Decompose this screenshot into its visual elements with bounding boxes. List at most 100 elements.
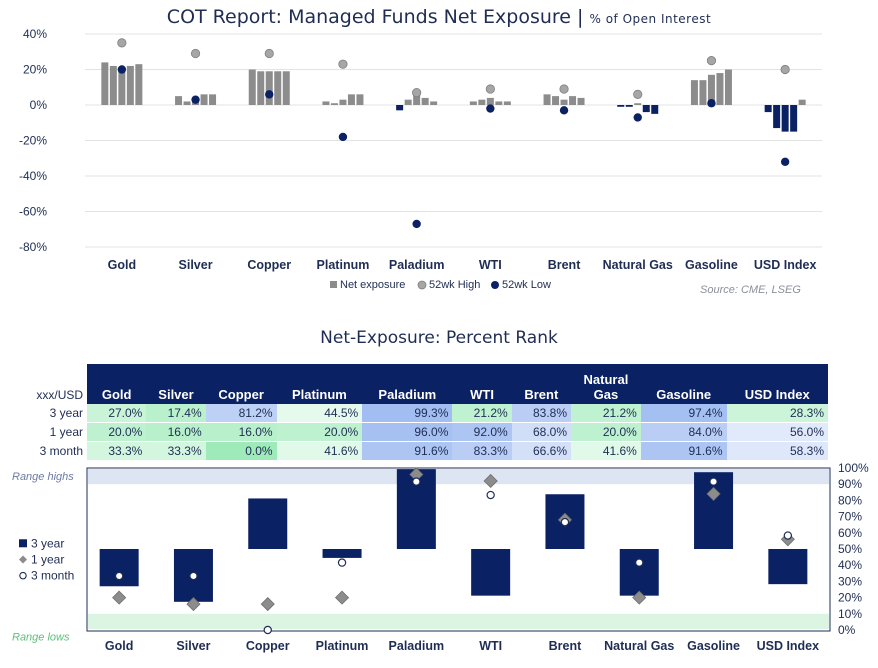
category-label-paladium: Paladium — [389, 639, 445, 653]
52wk-high-point — [338, 59, 348, 69]
range-highs-label: Range highs — [12, 471, 74, 483]
52wk-low-point — [117, 65, 127, 74]
net-exposure-bar — [109, 65, 117, 105]
top-chart-title: COT Report: Managed Funds Net Exposure |… — [0, 6, 878, 28]
y-tick-label: 60% — [838, 526, 862, 540]
3-month-marker — [263, 625, 272, 635]
range-highs-band — [88, 469, 829, 485]
net-exposure-bar — [764, 105, 772, 113]
table-cell: 92.0% — [452, 422, 512, 442]
legend-net-exposure-swatch — [330, 281, 337, 288]
3-month-marker — [560, 517, 570, 527]
y-tick-label: 80% — [838, 493, 862, 507]
table-cell: 91.6% — [362, 441, 453, 461]
net-exposure-bar — [798, 99, 806, 105]
table-corner-label: xxx/USD — [8, 364, 88, 404]
1-year-marker — [483, 473, 498, 489]
column-header-wti: WTI — [452, 364, 512, 404]
net-exposure-bar — [625, 105, 633, 107]
percent-rank-table: xxx/USD Gold Silver Copper Platinum Paladium… — [8, 364, 828, 461]
column-header-silver: Silver — [146, 364, 206, 404]
52wk-low-point — [559, 106, 569, 115]
net-exposure-bar — [347, 94, 355, 105]
net-exposure-bar — [339, 99, 347, 105]
category-label-gold: Gold — [105, 639, 133, 653]
3-month-marker — [412, 477, 421, 486]
y-tick-label: 100% — [838, 462, 869, 475]
52wk-high-point — [706, 56, 717, 66]
bottom-chart-title: Net-Exposure: Percent Rank — [320, 328, 558, 348]
3-month-marker — [337, 558, 347, 567]
column-header-platinum: Platinum — [276, 364, 363, 404]
y-tick-label: -60% — [19, 205, 47, 219]
table-cell: 20.0% — [276, 422, 363, 442]
net-exposure-bar — [790, 105, 798, 132]
table-cell: 41.6% — [571, 441, 641, 461]
legend-3-year-swatch — [19, 539, 27, 548]
table-header-row: xxx/USD Gold Silver Copper Platinum Paladium… — [8, 364, 828, 404]
net-exposure-bar — [577, 97, 585, 105]
net-exposure-bar — [503, 101, 511, 105]
legend-52wk-low-marker — [491, 281, 499, 289]
52wk-high-point — [559, 84, 569, 94]
table-cell: 41.6% — [276, 441, 363, 461]
row-label: 1 year — [8, 422, 88, 442]
net-exposure-bar — [486, 97, 494, 105]
3-year-bar — [619, 549, 659, 596]
net-exposure-bar — [118, 67, 126, 105]
category-label-silver: Silver — [179, 258, 213, 272]
category-label-natural-gas: Natural Gas — [604, 639, 674, 653]
legend-52wk-high-marker — [417, 280, 427, 290]
range-lows-band — [88, 613, 829, 629]
table-cell: 56.0% — [726, 422, 828, 442]
table-cell: 21.2% — [452, 404, 512, 423]
y-tick-label: 90% — [838, 477, 862, 491]
net-exposure-bar — [707, 74, 715, 105]
table-cell: 21.2% — [571, 404, 641, 423]
52wk-low-point — [633, 113, 642, 122]
52wk-high-point — [264, 48, 274, 59]
y-tick-label: 0% — [30, 98, 48, 112]
y-tick-label: 20% — [838, 591, 862, 605]
category-label-gasoline: Gasoline — [687, 639, 740, 653]
net-exposure-bar — [617, 105, 625, 107]
net-exposure-bar — [690, 80, 698, 105]
net-exposure-bar — [724, 69, 732, 105]
net-exposure-bar — [651, 105, 659, 114]
1-year-marker — [706, 486, 721, 501]
52wk-low-point — [780, 157, 790, 166]
3-year-bar — [99, 549, 139, 587]
3-year-bar — [322, 549, 362, 558]
3-month-marker — [709, 477, 718, 486]
row-label: 3 year — [8, 404, 88, 423]
52wk-high-point — [412, 87, 422, 98]
net-exposure-bar — [274, 71, 282, 105]
plot-frame — [86, 467, 831, 632]
net-exposure-bar — [642, 105, 650, 113]
legend-1-year-marker — [19, 555, 27, 564]
1-year-marker — [632, 590, 647, 605]
3-month-marker — [783, 531, 793, 540]
legend-1-year-label: 1 year — [31, 552, 64, 566]
column-header-paladium: Paladium — [362, 364, 453, 404]
net-exposure-bar — [183, 101, 191, 105]
52wk-high-point — [780, 64, 790, 75]
52wk-high-point — [190, 48, 201, 59]
1-year-marker — [260, 597, 275, 612]
net-exposure-bar — [396, 105, 404, 111]
y-tick-label: 30% — [838, 574, 862, 588]
net-exposure-bar — [175, 96, 183, 105]
category-label-natural-gas: Natural Gas — [603, 258, 673, 272]
52wk-high-point — [485, 84, 495, 94]
y-tick-label: -40% — [19, 169, 47, 183]
net-exposure-bar — [265, 71, 273, 105]
column-header-brent: Brent — [511, 364, 571, 404]
category-label-gasoline: Gasoline — [685, 258, 738, 272]
y-tick-label: 50% — [838, 542, 862, 556]
category-label-usd-index: USD Index — [757, 639, 820, 653]
category-label-paladium: Paladium — [389, 258, 445, 272]
table-cell: 44.5% — [276, 404, 363, 423]
category-label-usd-index: USD Index — [754, 258, 817, 272]
1-year-marker — [334, 590, 350, 605]
3-month-marker — [635, 558, 644, 567]
